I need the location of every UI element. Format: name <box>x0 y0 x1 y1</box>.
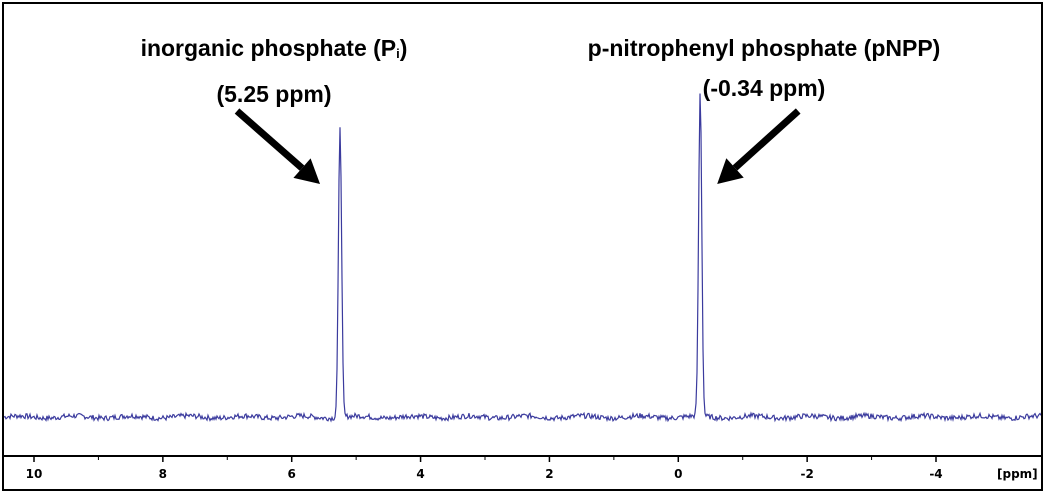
spectrum-line <box>4 93 1041 423</box>
annotation-pnpp-name: p-nitrophenyl phosphate (pNPP) <box>587 35 941 61</box>
x-tick-label: 8 <box>159 467 167 481</box>
x-tick-label: -4 <box>929 467 942 481</box>
x-tick-label: 2 <box>545 467 553 481</box>
x-axis-ticks: 10 8 6 4 2 0 -2 -4 <box>26 456 943 481</box>
x-axis-unit-label: [ppm] <box>997 467 1038 481</box>
spectrum-series <box>4 93 1041 423</box>
annotation-pnpp: p-nitrophenyl phosphate (pNPP) (-0.34 pp… <box>554 28 974 108</box>
x-tick-label: 4 <box>416 467 424 481</box>
annotation-arrows <box>234 108 801 184</box>
annotation-pnpp-shift: (-0.34 ppm) <box>702 75 826 101</box>
annotation-inorganic-phosphate: inorganic phosphate (Pi) (5.25 ppm) <box>64 28 484 114</box>
annotation-inorganic-phosphate-shift: (5.25 ppm) <box>216 81 332 107</box>
x-tick-label: 0 <box>674 467 682 481</box>
arrow-to-pnpp-peak <box>717 108 801 184</box>
x-tick-label: 10 <box>26 467 43 481</box>
annotation-inorganic-phosphate-name: inorganic phosphate (Pi) <box>140 35 408 61</box>
arrow-to-pi-peak <box>234 108 321 184</box>
x-tick-label: -2 <box>800 467 813 481</box>
x-tick-label: 6 <box>288 467 296 481</box>
spectrum-plot: 10 8 6 4 2 0 -2 -4 [ppm] <box>4 93 1041 481</box>
